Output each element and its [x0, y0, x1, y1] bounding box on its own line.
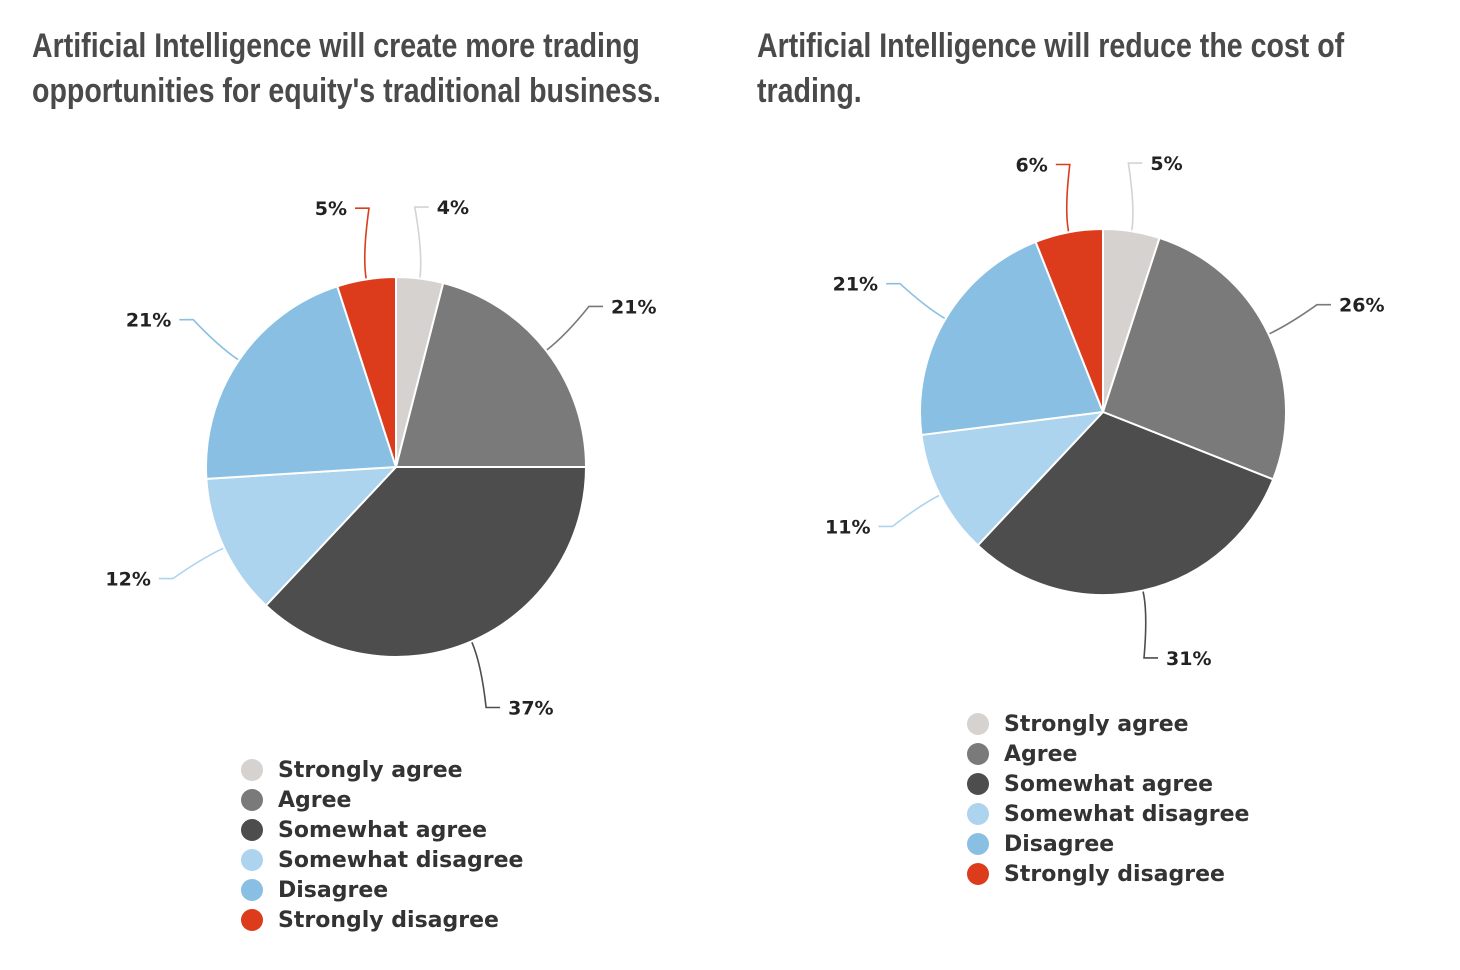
data-label-somewhat-disagree: 11%: [825, 516, 870, 538]
data-label-agree: 21%: [611, 296, 656, 318]
legend-item-somewhat-disagree[interactable]: Somewhat disagree: [967, 799, 1249, 829]
leader-line-strongly-agree: [413, 206, 429, 278]
legend-item-somewhat-disagree[interactable]: Somewhat disagree: [241, 845, 523, 875]
pie-chart-ai-opportunities: 4% 21% 37% 12% 21% 5%: [105, 197, 656, 720]
data-label-strongly-disagree: 6%: [1016, 155, 1048, 177]
legend-label: Strongly disagree: [278, 907, 499, 933]
legend-swatch-icon: [967, 833, 989, 855]
legend-swatch-icon: [241, 879, 263, 901]
pie-slice-agree[interactable]: [1102, 236, 1287, 481]
legend-label: Strongly disagree: [1004, 861, 1225, 887]
leader-line-agree: [546, 305, 603, 351]
leader-line-strongly-disagree: [1055, 163, 1071, 232]
data-label-disagree: 21%: [833, 274, 878, 296]
legend-label: Somewhat agree: [1004, 771, 1214, 797]
legend-label: Somewhat disagree: [278, 847, 524, 873]
leader-line-strongly-agree: [1127, 162, 1143, 231]
legend-item-strongly-agree[interactable]: Strongly agree: [241, 755, 523, 785]
legend-item-agree[interactable]: Agree: [967, 739, 1249, 769]
data-label-strongly-agree: 5%: [1150, 153, 1182, 175]
legend-label: Strongly agree: [1004, 711, 1189, 737]
pie-slice-somewhat-disagree[interactable]: [920, 411, 1104, 547]
pie-slice-disagree[interactable]: [204, 285, 397, 480]
legend-label: Disagree: [1004, 831, 1115, 857]
leader-line-somewhat-disagree: [878, 494, 940, 528]
legend-swatch-icon: [967, 743, 989, 765]
pie-slice-somewhat-disagree[interactable]: [205, 466, 397, 607]
leader-line-strongly-disagree: [355, 207, 370, 279]
leader-line-somewhat-agree: [1142, 591, 1158, 659]
legend-item-strongly-agree[interactable]: Strongly agree: [967, 709, 1249, 739]
legend-swatch-icon: [241, 759, 263, 781]
pie-chart-ai-cost: 5% 26% 31% 11% 21% 6%: [825, 153, 1384, 670]
pie-slice-somewhat-agree[interactable]: [976, 411, 1275, 596]
leader-line-disagree: [886, 282, 946, 319]
legend-item-strongly-disagree[interactable]: Strongly disagree: [967, 859, 1249, 889]
legend-item-disagree[interactable]: Disagree: [241, 875, 523, 905]
legend-swatch-icon: [967, 773, 989, 795]
leader-line-somewhat-disagree: [158, 547, 224, 580]
chart-panel-ai-cost: Artificial Intelligence will reduce the …: [730, 0, 1460, 970]
legend-swatch-icon: [241, 849, 263, 871]
legend-label: Somewhat disagree: [1004, 801, 1250, 827]
data-label-agree: 26%: [1339, 295, 1384, 317]
leader-line-agree: [1269, 303, 1331, 335]
legend-item-strongly-disagree[interactable]: Strongly disagree: [241, 905, 523, 935]
pie-slice-strongly-disagree[interactable]: [1034, 228, 1104, 413]
chart-legend: Strongly agree Agree Somewhat agree Somewha…: [241, 755, 523, 935]
data-label-strongly-agree: 4%: [437, 197, 469, 219]
chart-title: Artificial Intelligence will reduce the …: [757, 27, 1345, 110]
pie-slice-somewhat-agree[interactable]: [264, 466, 587, 658]
legend-label: Strongly agree: [278, 757, 463, 783]
chart-title: Artificial Intelligence will create more…: [32, 27, 661, 110]
pie-slice-strongly-disagree[interactable]: [336, 276, 397, 468]
leader-line-disagree: [179, 318, 239, 361]
legend-label: Agree: [1004, 741, 1078, 767]
leader-line-somewhat-agree: [471, 641, 501, 709]
data-label-somewhat-disagree: 12%: [105, 569, 150, 591]
legend-swatch-icon: [241, 819, 263, 841]
legend-item-somewhat-agree[interactable]: Somewhat agree: [241, 815, 523, 845]
legend-label: Somewhat agree: [278, 817, 488, 843]
data-label-disagree: 21%: [126, 310, 171, 332]
legend-swatch-icon: [241, 789, 263, 811]
data-label-somewhat-agree: 37%: [508, 698, 553, 720]
legend-item-disagree[interactable]: Disagree: [967, 829, 1249, 859]
legend-label: Disagree: [278, 877, 389, 903]
data-label-strongly-disagree: 5%: [315, 198, 347, 220]
pie-slice-disagree[interactable]: [918, 240, 1104, 436]
chart-panel-ai-opportunities: Artificial Intelligence will create more…: [32, 27, 661, 935]
legend-swatch-icon: [967, 863, 989, 885]
chart-legend: Strongly agree Agree Somewhat agree Somewha…: [967, 709, 1249, 889]
legend-item-somewhat-agree[interactable]: Somewhat agree: [967, 769, 1249, 799]
legend-swatch-icon: [241, 909, 263, 931]
legend-swatch-icon: [967, 713, 989, 735]
pie-slice-agree[interactable]: [395, 281, 587, 468]
legend-swatch-icon: [967, 803, 989, 825]
legend-item-agree[interactable]: Agree: [241, 785, 523, 815]
data-label-somewhat-agree: 31%: [1166, 648, 1211, 670]
legend-label: Agree: [278, 787, 352, 813]
